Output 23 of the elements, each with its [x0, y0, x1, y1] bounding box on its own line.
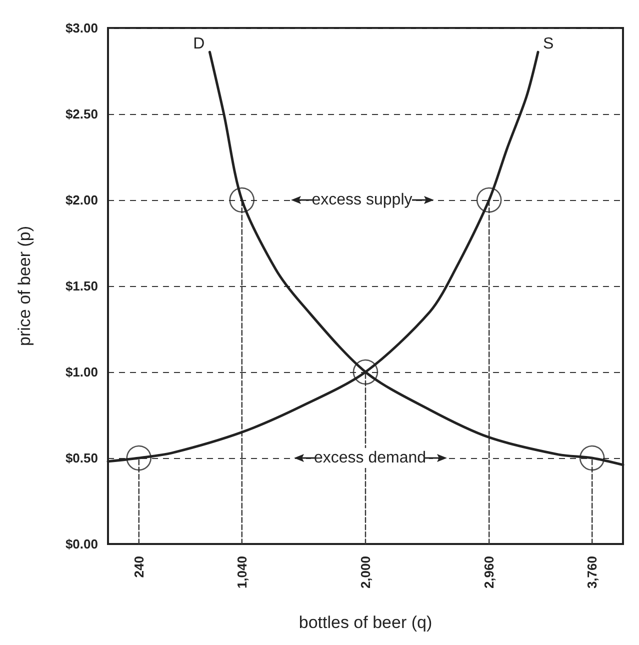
- x-axis-title: bottles of beer (q): [298, 613, 432, 632]
- x-tick-label: 3,760: [584, 556, 600, 589]
- y-tick-label: $3.00: [65, 20, 98, 36]
- point: [229, 187, 255, 213]
- point: [352, 359, 378, 385]
- x-tick-label: 1,040: [234, 556, 250, 589]
- point: [579, 445, 605, 471]
- point: [476, 187, 502, 213]
- y-tick-label: $1.00: [65, 364, 98, 380]
- series-label: D: [193, 36, 205, 53]
- y-tick-label: $2.50: [65, 106, 98, 122]
- y-tick-label: $2.00: [65, 192, 98, 208]
- x-tick-label: 2,000: [358, 556, 373, 589]
- y-tick-label: $1.50: [65, 278, 98, 294]
- x-tick-label: 240: [131, 556, 146, 578]
- y-tick-label: $0.00: [65, 536, 98, 552]
- annotation: excess demand: [314, 450, 426, 466]
- y-axis-title: price of beer (p): [15, 226, 34, 346]
- y-tick-label: $0.50: [65, 450, 98, 466]
- series-label: S: [543, 36, 554, 53]
- x-tick-label: 2,960: [482, 556, 497, 589]
- annotation: excess supply: [312, 192, 412, 208]
- point: [126, 445, 152, 471]
